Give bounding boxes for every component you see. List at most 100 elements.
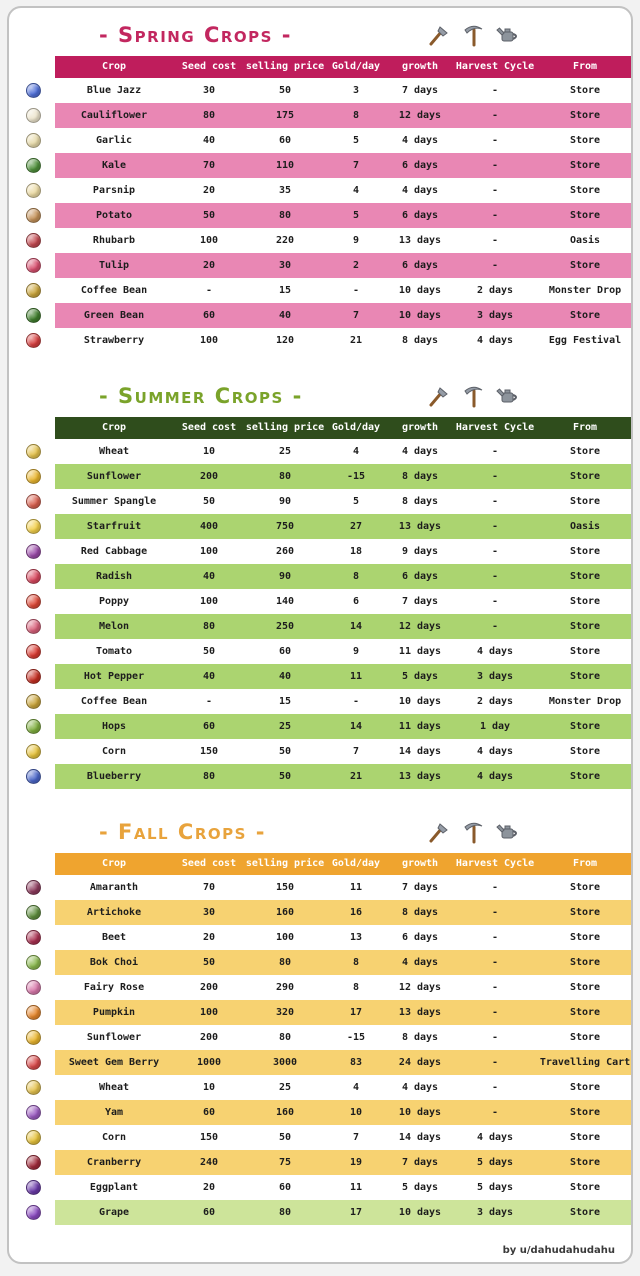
column-header: selling price	[245, 56, 325, 78]
growth-cell: 4 days	[387, 950, 453, 975]
harvest-cycle-cell: -	[453, 78, 537, 103]
from-cell: Store	[537, 614, 631, 639]
crop-name-cell: Garlic	[55, 128, 173, 153]
gold-per-day-cell: 9	[325, 639, 387, 664]
seed-cost-cell: 60	[173, 714, 245, 739]
crop-name-cell: Strawberry	[55, 328, 173, 353]
selling-price-cell: 25	[245, 439, 325, 464]
gold-per-day-cell: 13	[325, 925, 387, 950]
gold-per-day-cell: 21	[325, 328, 387, 353]
cranberry-icon	[25, 1155, 41, 1170]
seed-cost-cell: 40	[173, 564, 245, 589]
pumpkin-icon	[25, 1005, 41, 1020]
table-row: Potato 50 80 5 6 days - Store	[11, 203, 631, 228]
tomato-icon	[25, 644, 41, 659]
table-row: Cauliflower 80 175 8 12 days - Store	[11, 103, 631, 128]
gold-per-day-cell: 8	[325, 564, 387, 589]
from-cell: Store	[537, 303, 631, 328]
from-cell: Store	[537, 128, 631, 153]
gold-per-day-cell: 7	[325, 153, 387, 178]
selling-price-cell: 80	[245, 950, 325, 975]
growth-cell: 13 days	[387, 514, 453, 539]
from-cell: Monster Drop	[537, 689, 631, 714]
infographic-page: - Spring Crops - Crop Seed cost selling pr…	[7, 6, 633, 1264]
column-header: Crop	[55, 853, 173, 875]
selling-price-cell: 30	[245, 253, 325, 278]
growth-cell: 11 days	[387, 639, 453, 664]
table-row: Yam 60 160 10 10 days - Store	[11, 1100, 631, 1125]
crop-icon-cell	[11, 875, 55, 900]
growth-cell: 10 days	[387, 1200, 453, 1225]
seed-cost-cell: 80	[173, 764, 245, 789]
seed-cost-cell: 200	[173, 464, 245, 489]
crop-name-cell: Grape	[55, 1200, 173, 1225]
summer-spangle-icon	[25, 494, 41, 509]
fall-title-row: - Fall Crops -	[11, 815, 629, 849]
table-row: Sweet Gem Berry 1000 3000 83 24 days - Travell…	[11, 1050, 631, 1075]
table-row: Radish 40 90 8 6 days - Store	[11, 564, 631, 589]
harvest-cycle-cell: -	[453, 228, 537, 253]
from-cell: Store	[537, 464, 631, 489]
column-header: Gold/day	[325, 853, 387, 875]
growth-cell: 6 days	[387, 253, 453, 278]
tool-icons	[427, 820, 521, 844]
harvest-cycle-cell: -	[453, 103, 537, 128]
crop-name-cell: Cauliflower	[55, 103, 173, 128]
gold-per-day-cell: -	[325, 689, 387, 714]
table-row: Fairy Rose 200 290 8 12 days - Store	[11, 975, 631, 1000]
gold-per-day-cell: 4	[325, 439, 387, 464]
harvest-cycle-cell: -	[453, 1075, 537, 1100]
selling-price-cell: 60	[245, 128, 325, 153]
table-row: Strawberry 100 120 21 8 days 4 days Egg Festiv…	[11, 328, 631, 353]
column-header: From	[537, 853, 631, 875]
seed-cost-cell: 150	[173, 739, 245, 764]
column-header: Harvest Cycle	[453, 56, 537, 78]
selling-price-cell: 25	[245, 714, 325, 739]
gold-per-day-cell: 11	[325, 875, 387, 900]
gold-per-day-cell: 10	[325, 1100, 387, 1125]
harvest-cycle-cell: -	[453, 178, 537, 203]
hoe-icon	[429, 823, 448, 843]
gold-per-day-cell: 7	[325, 303, 387, 328]
gold-per-day-cell: 3	[325, 78, 387, 103]
growth-cell: 7 days	[387, 875, 453, 900]
scythe-icon	[464, 25, 483, 47]
from-cell: Store	[537, 975, 631, 1000]
coffee-bean-icon	[25, 694, 41, 709]
harvest-cycle-cell: -	[453, 1025, 537, 1050]
crop-name-cell: Wheat	[55, 1075, 173, 1100]
growth-cell: 12 days	[387, 103, 453, 128]
harvest-cycle-cell: 1 day	[453, 714, 537, 739]
crop-name-cell: Kale	[55, 153, 173, 178]
from-cell: Oasis	[537, 514, 631, 539]
from-cell: Store	[537, 539, 631, 564]
table-row: Beet 20 100 13 6 days - Store	[11, 925, 631, 950]
crop-icon-cell	[11, 103, 55, 128]
growth-cell: 4 days	[387, 1075, 453, 1100]
crop-name-cell: Cranberry	[55, 1150, 173, 1175]
crop-icon-cell	[11, 975, 55, 1000]
crop-icon-cell	[11, 1050, 55, 1075]
seed-cost-cell: 10	[173, 439, 245, 464]
gold-per-day-cell: 5	[325, 489, 387, 514]
harvest-cycle-cell: 4 days	[453, 764, 537, 789]
from-cell: Store	[537, 1100, 631, 1125]
growth-cell: 13 days	[387, 1000, 453, 1025]
column-header: growth	[387, 853, 453, 875]
crop-name-cell: Sweet Gem Berry	[55, 1050, 173, 1075]
harvest-cycle-cell: -	[453, 925, 537, 950]
crop-name-cell: Bok Choi	[55, 950, 173, 975]
selling-price-cell: 3000	[245, 1050, 325, 1075]
selling-price-cell: 320	[245, 1000, 325, 1025]
growth-cell: 13 days	[387, 764, 453, 789]
crop-name-cell: Sunflower	[55, 1025, 173, 1050]
summer-header-row: Crop Seed cost selling price Gold/day growth…	[11, 417, 631, 439]
crop-icon-cell	[11, 1075, 55, 1100]
crop-icon-cell	[11, 178, 55, 203]
spring-section: - Spring Crops - Crop Seed cost selling pr…	[11, 18, 631, 353]
from-cell: Store	[537, 664, 631, 689]
crop-icon-cell	[11, 639, 55, 664]
gold-per-day-cell: 14	[325, 714, 387, 739]
column-header: selling price	[245, 417, 325, 439]
seed-cost-cell: 20	[173, 178, 245, 203]
